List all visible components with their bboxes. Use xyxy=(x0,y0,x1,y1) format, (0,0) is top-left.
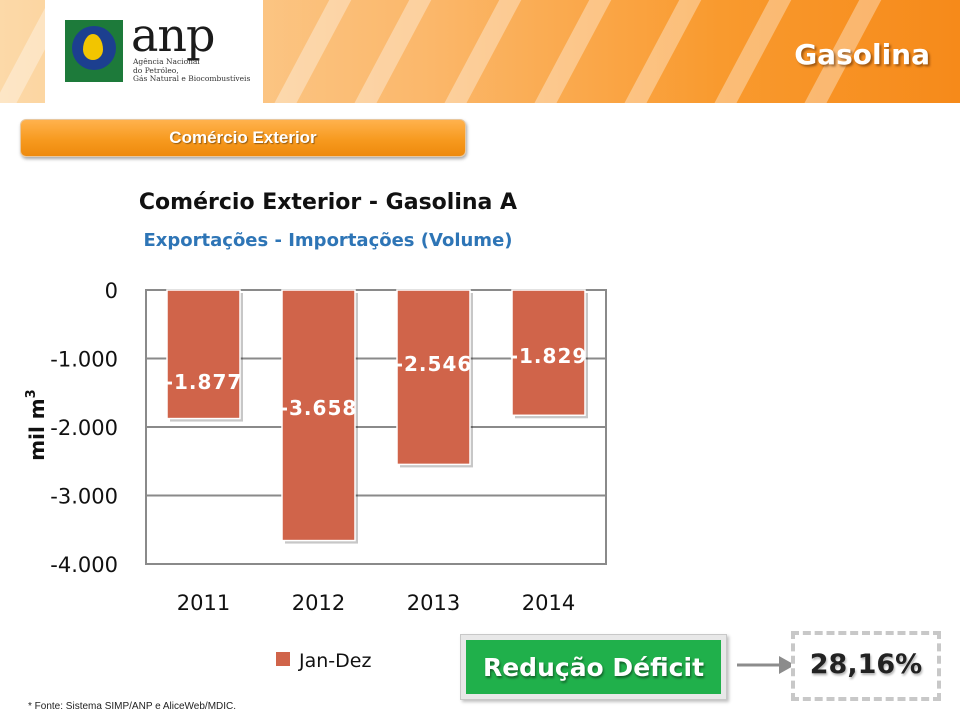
bar xyxy=(511,289,586,417)
y-tick-label: -1.000 xyxy=(50,348,118,372)
bar-data-label: -3.658 xyxy=(280,396,358,420)
arrow-right-icon xyxy=(737,656,795,674)
section-tab-label: Comércio Exterior xyxy=(169,128,317,147)
header-banner: anp Agência Nacional do Petróleo, Gás Na… xyxy=(0,0,960,103)
bar-chart: Comércio Exterior - Gasolina A Exportaçõe… xyxy=(24,190,607,672)
y-tick-label: 0 xyxy=(105,279,118,303)
y-axis-label: mil m3 xyxy=(24,389,49,460)
anp-logo: anp Agência Nacional do Petróleo, Gás Na… xyxy=(45,0,263,103)
page-title: Gasolina xyxy=(794,38,930,71)
source-footnote: * Fonte: Sistema SIMP/ANP e AliceWeb/MDI… xyxy=(28,701,237,712)
x-tick-label: 2011 xyxy=(177,591,230,615)
bar xyxy=(166,289,241,420)
logo-wordmark: anp xyxy=(131,8,215,62)
anp-logo-mark-icon xyxy=(65,20,123,82)
logo-subtitle: Agência Nacional do Petróleo, Gás Natura… xyxy=(133,57,251,83)
x-tick-label: 2012 xyxy=(292,591,345,615)
legend-swatch xyxy=(276,652,290,666)
bar-data-label: -1.829 xyxy=(510,344,588,368)
x-tick-label: 2013 xyxy=(407,591,460,615)
chart-subtitle: Exportações - Importações (Volume) xyxy=(143,230,512,251)
chart-title: Comércio Exterior - Gasolina A xyxy=(139,190,517,215)
reduction-value: 28,16% xyxy=(809,649,923,680)
bar-data-label: -2.546 xyxy=(395,352,473,376)
reduction-deficit-button: Redução Déficit xyxy=(460,634,727,700)
y-tick-label: -4.000 xyxy=(50,553,118,577)
reduction-value-box: 28,16% xyxy=(791,631,941,701)
y-tick-label: -3.000 xyxy=(50,485,118,509)
bar xyxy=(396,289,471,466)
legend-label: Jan-Dez xyxy=(298,650,371,672)
section-tab: Comércio Exterior xyxy=(20,119,466,157)
y-tick-label: -2.000 xyxy=(50,416,118,440)
x-tick-label: 2014 xyxy=(522,591,575,615)
reduction-deficit-label: Redução Déficit xyxy=(482,652,705,682)
bar-data-label: -1.877 xyxy=(165,370,243,394)
bar xyxy=(281,289,356,542)
